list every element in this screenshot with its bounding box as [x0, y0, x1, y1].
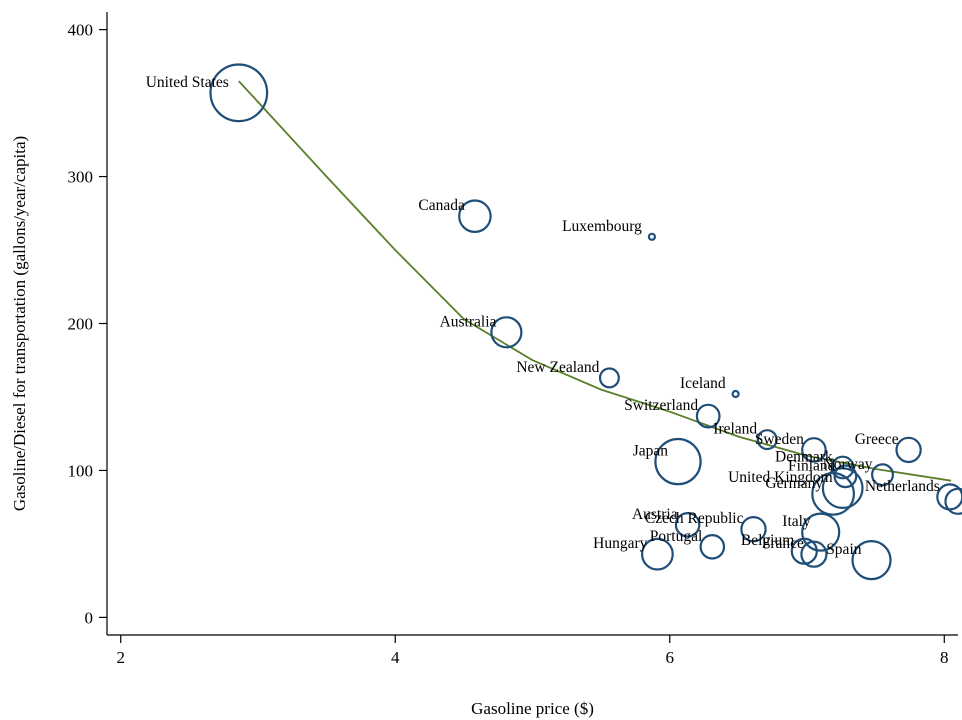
bubble-hungary — [641, 537, 674, 571]
point-label-switzerland: Switzerland — [624, 397, 698, 414]
bubble-italy — [801, 512, 841, 552]
y-tick-label: 200 — [68, 315, 94, 334]
point-label-luxembourg: Luxembourg — [562, 218, 642, 235]
bubble-united-kingdom — [821, 467, 864, 510]
y-tick-label: 100 — [68, 461, 94, 480]
point-label-austria: Austria — [632, 506, 678, 523]
axes: 2 4 6 8 0 100 200 300 400 — [68, 12, 958, 667]
point-label-canada: Canada — [418, 197, 465, 214]
x-tick-label: 2 — [116, 648, 125, 667]
bubble-portugal — [699, 533, 726, 560]
bubble-czech-republic — [740, 516, 767, 543]
bubble-japan — [654, 437, 702, 486]
y-tick-label: 300 — [68, 168, 94, 187]
bubble-finland — [833, 464, 858, 489]
point-label-hungary: Hungary — [593, 535, 647, 552]
bubble-layer — [209, 63, 962, 581]
point-label-germany: Germany — [765, 475, 823, 492]
bubble-luxembourg — [647, 232, 657, 241]
point-label-netherlands: Netherlands — [865, 478, 940, 495]
point-label-belgium: Belgium — [741, 532, 794, 549]
bubble-denmark — [830, 455, 855, 480]
y-tick-label: 400 — [68, 21, 94, 40]
point-label-france: France — [762, 535, 804, 552]
y-tick-label: 0 — [85, 608, 94, 627]
point-label-ireland: Ireland — [713, 421, 757, 438]
bubble-sweden — [801, 437, 827, 463]
point-label-japan: Japan — [633, 443, 669, 460]
point-label-greece: Greece — [855, 431, 899, 448]
x-tick-label: 4 — [391, 648, 400, 667]
point-label-united-kingdom: United Kingdom — [728, 469, 833, 486]
bubble-spain — [851, 539, 892, 581]
point-label-australia: Australia — [440, 313, 497, 330]
bubble-germany — [811, 472, 855, 516]
bubble-norway — [870, 463, 894, 487]
bubble-iceland — [731, 389, 740, 399]
bubble-greece — [895, 436, 922, 464]
x-tick-label: 8 — [940, 648, 949, 667]
bubble-new-zealand — [598, 367, 620, 389]
point-label-spain: Spain — [826, 541, 862, 558]
x-tick-label: 6 — [666, 648, 675, 667]
point-label-new-zealand: New Zealand — [516, 359, 599, 376]
point-label-iceland: Iceland — [680, 375, 726, 392]
trend-line — [238, 80, 952, 482]
y-axis-title: Gasoline/Diesel for transportation (gall… — [10, 136, 29, 511]
point-label-finland: Finland — [788, 457, 836, 474]
bubble-switzerland — [695, 403, 721, 429]
bubble-austria — [674, 511, 701, 538]
bubble-ireland — [756, 429, 778, 451]
point-label-sweden: Sweden — [755, 431, 804, 448]
bubble-unlabeled — [944, 487, 962, 515]
bubble-canada — [458, 199, 492, 233]
point-label-norway: Norway — [823, 456, 873, 473]
label-layer: United States Canada Luxembourg Australia Ne… — [146, 74, 940, 558]
x-axis-title: Gasoline price ($) — [471, 699, 594, 718]
point-label-denmark: Denmark — [775, 449, 833, 466]
bubble-united-states — [209, 63, 269, 123]
point-label-italy: Italy — [782, 513, 811, 530]
point-label-czech-republic: Czech Republic — [645, 510, 744, 527]
point-label-united-states: United States — [146, 74, 229, 91]
point-label-portugal: Portugal — [650, 528, 703, 545]
bubble-australia — [490, 316, 523, 349]
trend-layer — [238, 80, 952, 482]
bubble-france — [800, 540, 828, 568]
